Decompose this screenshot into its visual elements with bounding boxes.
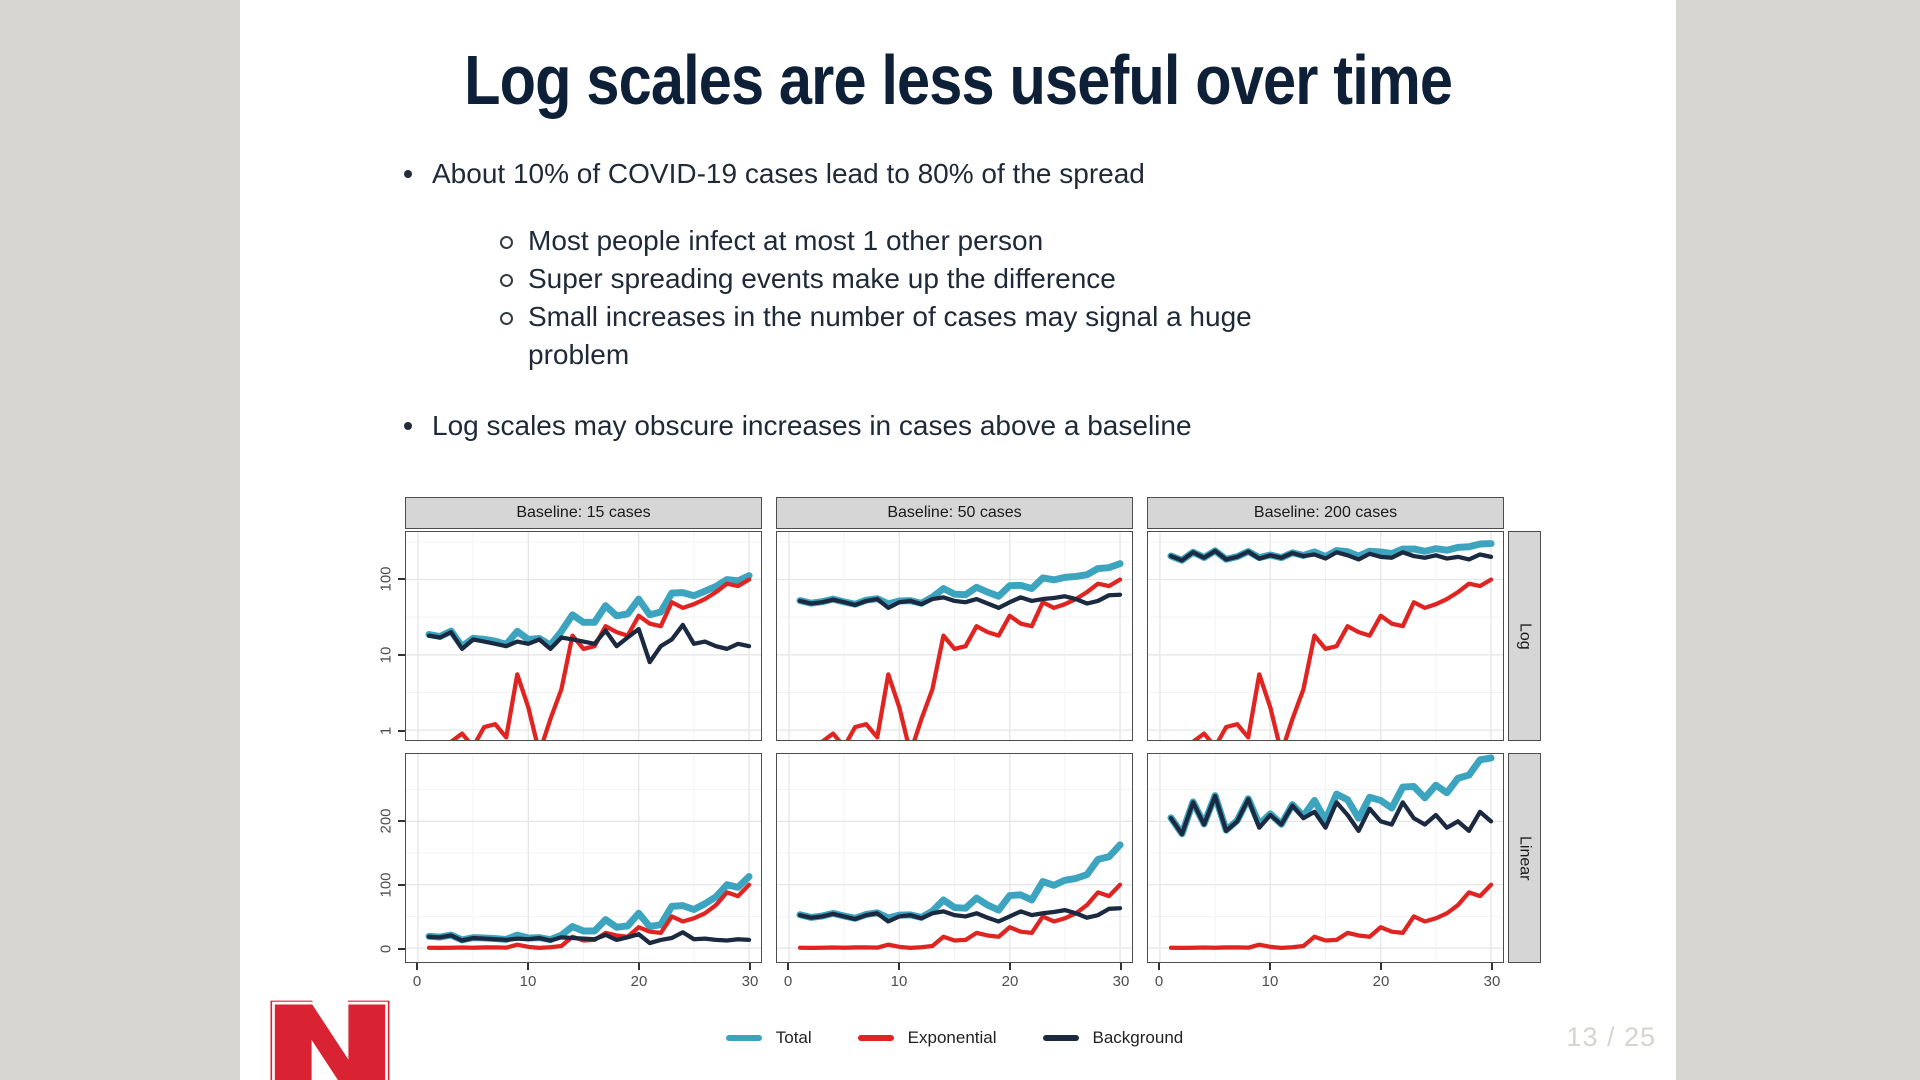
- legend-item-background: Background: [1042, 1028, 1184, 1048]
- sub-bullet-item: Super spreading events make up the diffe…: [496, 260, 1502, 298]
- x-tick-label: 20: [630, 973, 648, 990]
- bullet-list: About 10% of COVID-19 cases lead to 80% …: [402, 156, 1502, 444]
- background-line-swatch: [1042, 1035, 1079, 1041]
- x-tick-mark: [1120, 963, 1122, 970]
- total-line: [425, 873, 753, 944]
- background-line: [426, 930, 752, 946]
- x-tick-label: 10: [890, 973, 908, 990]
- sub-bullet-item: Small increases in the number of cases m…: [496, 298, 1502, 374]
- chart-legend: Total Exponential Background: [405, 1028, 1504, 1048]
- panel-linear-baseline-15: [405, 753, 762, 963]
- x-tick-label: 20: [1372, 973, 1390, 990]
- y-tick-mark: [398, 948, 405, 950]
- slide: Log scales are less useful over time Abo…: [240, 0, 1676, 1080]
- exponential-line: [1191, 577, 1494, 740]
- background-line: [797, 592, 1123, 610]
- facet-strip-baseline-50: Baseline: 50 cases: [776, 497, 1133, 529]
- slide-title: Log scales are less useful over time: [240, 40, 1676, 120]
- total-line-swatch: [725, 1035, 762, 1041]
- y-tick-mark: [398, 730, 405, 732]
- exponential-line: [797, 882, 1123, 950]
- bullet-item: About 10% of COVID-19 cases lead to 80% …: [402, 156, 1502, 374]
- background-line: [426, 622, 752, 665]
- x-tick-label: 0: [412, 973, 422, 990]
- y-tick-label: 100: [377, 872, 395, 898]
- y-tick-label: 10: [377, 646, 395, 664]
- x-tick-label: 30: [1483, 973, 1501, 990]
- nebraska-n-logo: [270, 1000, 390, 1080]
- y-tick-label: 200: [377, 808, 395, 834]
- x-tick-label: 30: [1112, 973, 1130, 990]
- x-tick-mark: [1491, 963, 1493, 970]
- panel-log-baseline-15: [405, 531, 762, 741]
- x-tick-mark: [898, 963, 900, 970]
- panel-linear-baseline-50: [776, 753, 1133, 963]
- x-tick-label: 0: [1154, 973, 1164, 990]
- facet-strip-baseline-15: Baseline: 15 cases: [405, 497, 762, 529]
- x-tick-mark: [1380, 963, 1382, 970]
- y-tick-mark: [398, 884, 405, 886]
- x-tick-mark: [1269, 963, 1271, 970]
- legend-item-exponential: Exponential: [857, 1028, 997, 1048]
- x-tick-mark: [787, 963, 789, 970]
- total-line: [425, 572, 753, 650]
- x-tick-mark: [638, 963, 640, 970]
- exponential-line: [1168, 882, 1494, 950]
- panel-linear-baseline-200: [1147, 753, 1504, 963]
- background-line: [1168, 793, 1494, 837]
- x-tick-mark: [527, 963, 529, 970]
- y-tick-mark: [398, 820, 405, 822]
- bullet-item: Log scales may obscure increases in case…: [402, 408, 1502, 444]
- panel-log-baseline-50: [776, 531, 1133, 741]
- facet-strip-linear-label: Linear: [1516, 835, 1534, 881]
- facet-strip-linear: Linear: [1508, 753, 1541, 963]
- x-tick-label: 20: [1001, 973, 1019, 990]
- x-tick-mark: [749, 963, 751, 970]
- page-number: 13 / 25: [1566, 1022, 1656, 1052]
- y-tick-label: 0: [377, 944, 395, 954]
- y-tick-mark: [398, 654, 405, 656]
- x-tick-label: 10: [1261, 973, 1279, 990]
- legend-label: Exponential: [907, 1028, 997, 1047]
- x-tick-label: 30: [741, 973, 759, 990]
- background-line: [797, 906, 1123, 924]
- bullet-text: Log scales may obscure increases in case…: [432, 410, 1192, 441]
- background-line: [1168, 548, 1494, 563]
- x-tick-mark: [1009, 963, 1011, 970]
- faceted-line-chart: Baseline: 15 cases Baseline: 50 cases Ba…: [360, 497, 1676, 1080]
- exponential-line-swatch: [857, 1035, 894, 1041]
- y-tick-mark: [398, 578, 405, 580]
- y-tick-label: 1: [377, 726, 395, 736]
- x-tick-mark: [416, 963, 418, 970]
- legend-label: Background: [1092, 1028, 1184, 1047]
- panel-log-baseline-200: [1147, 531, 1504, 741]
- legend-item-total: Total: [725, 1028, 812, 1048]
- slide-title-text: Log scales are less useful over time: [464, 41, 1453, 119]
- x-tick-mark: [1158, 963, 1160, 970]
- y-tick-label: 100: [377, 566, 395, 592]
- sub-bullet-item: Most people infect at most 1 other perso…: [496, 222, 1502, 260]
- facet-strip-log-label: Log: [1516, 622, 1534, 650]
- exponential-line: [820, 577, 1123, 740]
- x-tick-label: 10: [519, 973, 537, 990]
- bullet-text: About 10% of COVID-19 cases lead to 80% …: [432, 158, 1145, 189]
- facet-strip-baseline-200: Baseline: 200 cases: [1147, 497, 1504, 529]
- x-tick-label: 0: [783, 973, 793, 990]
- total-line: [796, 841, 1124, 922]
- sub-bullet-list: Most people infect at most 1 other perso…: [432, 222, 1502, 374]
- facet-strip-log: Log: [1508, 531, 1541, 741]
- exponential-line: [449, 577, 752, 740]
- legend-label: Total: [775, 1028, 812, 1047]
